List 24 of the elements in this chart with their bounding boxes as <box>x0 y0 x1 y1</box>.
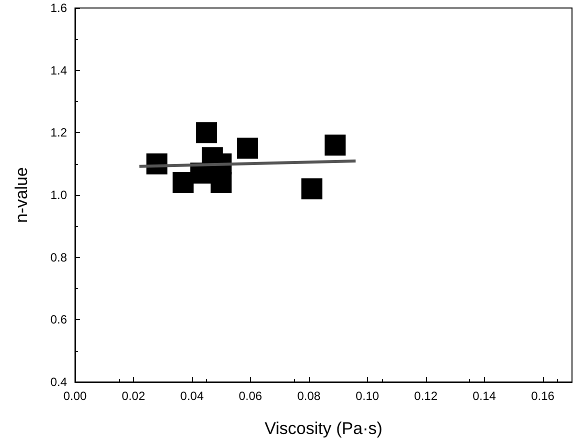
y-tick-label: 0.6 <box>50 312 68 327</box>
point <box>210 172 232 194</box>
x-tick-label: 0.08 <box>297 389 321 403</box>
x-tick-label: 0.14 <box>472 389 496 403</box>
y-tick-label: 1.6 <box>50 1 68 15</box>
y-axis-title: n-value <box>12 167 31 223</box>
x-tick-label: 0.04 <box>180 389 204 403</box>
x-tick-label: 0.06 <box>238 389 262 403</box>
y-tick-label: 0.8 <box>50 250 68 264</box>
y-tick-label: 1.4 <box>50 63 68 78</box>
point <box>172 172 194 194</box>
point <box>236 138 258 159</box>
x-tick-label: 0.10 <box>356 389 380 403</box>
x-tick-label: 0.16 <box>531 389 555 403</box>
y-tick-label: 1.2 <box>50 126 68 140</box>
y-tick-label: 1.0 <box>50 188 68 202</box>
y-tick-label: 0.4 <box>50 375 68 389</box>
point <box>324 134 346 156</box>
point <box>196 122 218 144</box>
x-tick-label: 0.00 <box>63 389 87 403</box>
x-axis-title: Viscosity (Pa·s) <box>264 419 382 438</box>
point <box>301 178 322 200</box>
x-tick-label: 0.02 <box>122 389 146 403</box>
x-tick-label: 0.12 <box>414 389 438 403</box>
